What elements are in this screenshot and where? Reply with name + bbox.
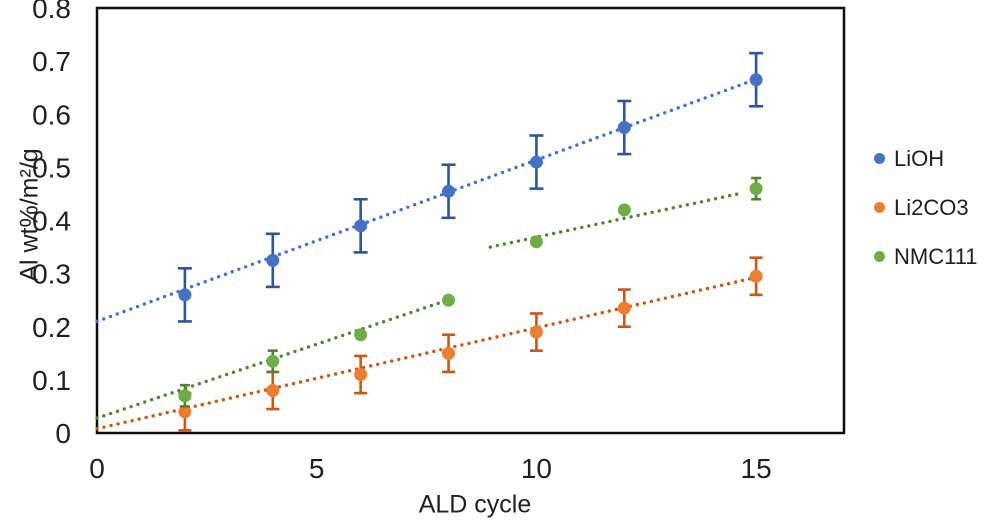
lioh-marker-icon [874, 153, 885, 164]
data-point-NMC111 [617, 203, 631, 217]
data-point-NMC111 [529, 235, 543, 249]
x-tick-label: 10 [521, 453, 552, 484]
x-tick-label: 5 [309, 453, 325, 484]
data-point-Li2CO3 [617, 301, 631, 315]
data-point-Li2CO3 [354, 368, 368, 382]
data-point-NMC111 [178, 389, 192, 403]
data-point-LiOH [354, 219, 368, 233]
x-axis-title: ALD cycle [418, 490, 532, 519]
data-point-Li2CO3 [749, 269, 763, 283]
legend-item-li2co3: Li2CO3 [874, 183, 978, 232]
y-tick-label: 0 [55, 418, 71, 449]
x-tick-label: 0 [89, 453, 105, 484]
y-tick-label: 0.6 [32, 99, 71, 130]
trendline-Li2CO3 [95, 275, 758, 431]
data-point-LiOH [266, 253, 280, 267]
y-tick-label: 0.7 [32, 46, 71, 77]
y-tick-label: 0.8 [32, 0, 71, 24]
legend-item-nmc111: NMC111 [874, 232, 978, 281]
data-point-NMC111 [749, 182, 763, 196]
data-point-LiOH [178, 288, 192, 302]
trendline-NMC111 [488, 191, 745, 249]
y-axis-title: Al wt%/m²/g [15, 148, 44, 282]
data-point-NMC111 [266, 354, 280, 368]
x-tick-label: 15 [741, 453, 772, 484]
li2co3-marker-icon [874, 202, 885, 213]
data-point-LiOH [442, 184, 456, 198]
data-point-NMC111 [442, 293, 456, 307]
legend-label-li2co3: Li2CO3 [894, 194, 969, 220]
data-point-Li2CO3 [266, 384, 280, 397]
y-tick-label: 0.4 [32, 206, 71, 237]
data-point-LiOH [617, 121, 631, 135]
nmc111-marker-icon [874, 251, 885, 262]
data-point-LiOH [529, 155, 543, 169]
legend-label-lioh: LiOH [894, 145, 945, 171]
plot-frame [95, 6, 846, 435]
y-tick-label: 0.1 [32, 365, 71, 396]
legend-item-lioh: LiOH [874, 134, 978, 183]
y-tick-label: 0.5 [32, 152, 71, 183]
data-point-NMC111 [354, 328, 368, 342]
data-point-Li2CO3 [178, 405, 192, 419]
y-tick-label: 0.3 [32, 259, 71, 290]
trendline-LiOH [95, 77, 758, 324]
y-tick-label: 0.2 [32, 312, 71, 343]
data-point-Li2CO3 [442, 346, 456, 360]
legend: LiOH Li2CO3 NMC111 [874, 134, 978, 281]
data-point-LiOH [749, 73, 763, 87]
data-point-Li2CO3 [529, 325, 543, 339]
legend-label-nmc111: NMC111 [894, 243, 978, 269]
